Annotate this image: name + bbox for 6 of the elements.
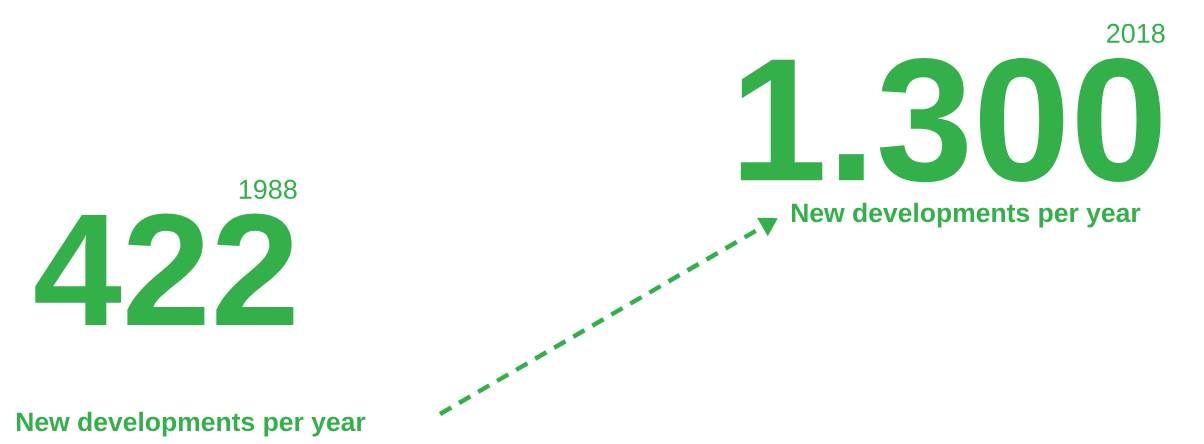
category-label: 2018 bbox=[1107, 23, 1165, 43]
data-label: 1.300 bbox=[740, 58, 1161, 183]
text: New developments per year bbox=[791, 202, 1141, 228]
data-label: 422 bbox=[35, 213, 294, 326]
text: New developments per year bbox=[16, 411, 366, 437]
category-label: 1988 bbox=[239, 179, 297, 199]
